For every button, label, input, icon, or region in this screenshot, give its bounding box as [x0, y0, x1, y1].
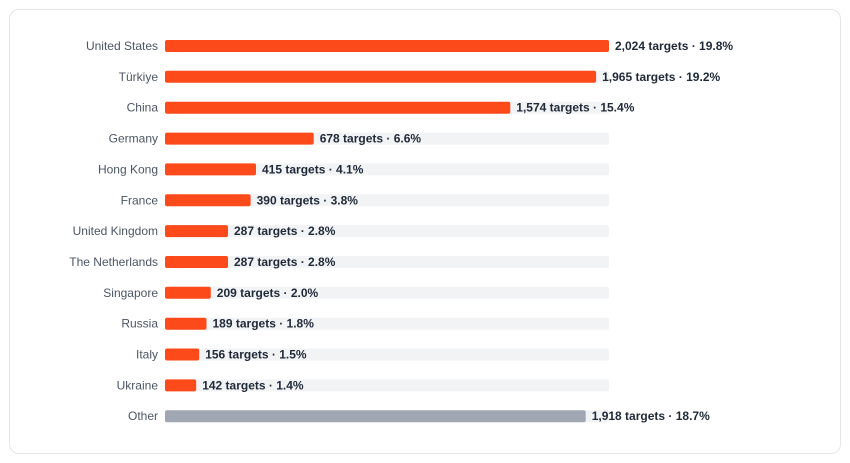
bar-france[interactable]	[165, 194, 251, 207]
bar-track	[165, 194, 609, 207]
bar-track	[165, 348, 609, 361]
bar-t-rkiye[interactable]	[165, 70, 597, 83]
value-label: 142 targets · 1.4%	[202, 378, 304, 392]
value-label: 287 targets · 2.8%	[234, 255, 336, 269]
value-label: 287 targets · 2.8%	[234, 224, 336, 238]
bar-russia[interactable]	[165, 317, 207, 330]
category-label: China	[127, 101, 159, 115]
bar-united-kingdom[interactable]	[165, 225, 228, 238]
bar-track	[165, 379, 609, 392]
category-label: United Kingdom	[73, 224, 158, 238]
category-label: Hong Kong	[98, 162, 158, 176]
bar-singapore[interactable]	[165, 286, 211, 299]
category-label: Ukraine	[117, 378, 159, 392]
category-label: The Netherlands	[69, 255, 158, 269]
bar-hong-kong[interactable]	[165, 163, 256, 176]
bar-germany[interactable]	[165, 132, 314, 145]
value-label: 678 targets · 6.6%	[320, 132, 422, 146]
bar-united-states[interactable]	[165, 40, 609, 52]
bar-track	[165, 286, 609, 299]
category-label: Italy	[136, 348, 158, 362]
bar-track	[165, 225, 609, 238]
category-label: Singapore	[103, 286, 158, 300]
value-label: 390 targets · 3.8%	[257, 193, 359, 207]
bar-other[interactable]	[165, 410, 586, 423]
value-label: 1,574 targets · 15.4%	[516, 101, 634, 115]
category-label: Other	[128, 409, 158, 423]
bar-track	[165, 163, 609, 176]
value-label: 415 targets · 4.1%	[262, 162, 364, 176]
category-label: Türkiye	[119, 70, 159, 84]
value-label: 2,024 targets · 19.8%	[615, 39, 733, 53]
bar-track	[165, 256, 609, 268]
bar-the-netherlands[interactable]	[165, 256, 228, 268]
category-label: United States	[86, 39, 158, 53]
value-label: 156 targets · 1.5%	[205, 348, 307, 362]
value-label: 209 targets · 2.0%	[217, 286, 319, 300]
category-label: Russia	[121, 317, 158, 331]
category-label: France	[121, 193, 159, 207]
bar-italy[interactable]	[165, 348, 200, 361]
bar-track	[165, 317, 609, 330]
bar-china[interactable]	[165, 101, 511, 114]
value-label: 1,918 targets · 18.7%	[592, 409, 710, 423]
value-label: 189 targets · 1.8%	[213, 317, 315, 331]
value-label: 1,965 targets · 19.2%	[602, 70, 720, 84]
bar-ukraine[interactable]	[165, 379, 197, 392]
category-label: Germany	[109, 132, 158, 146]
